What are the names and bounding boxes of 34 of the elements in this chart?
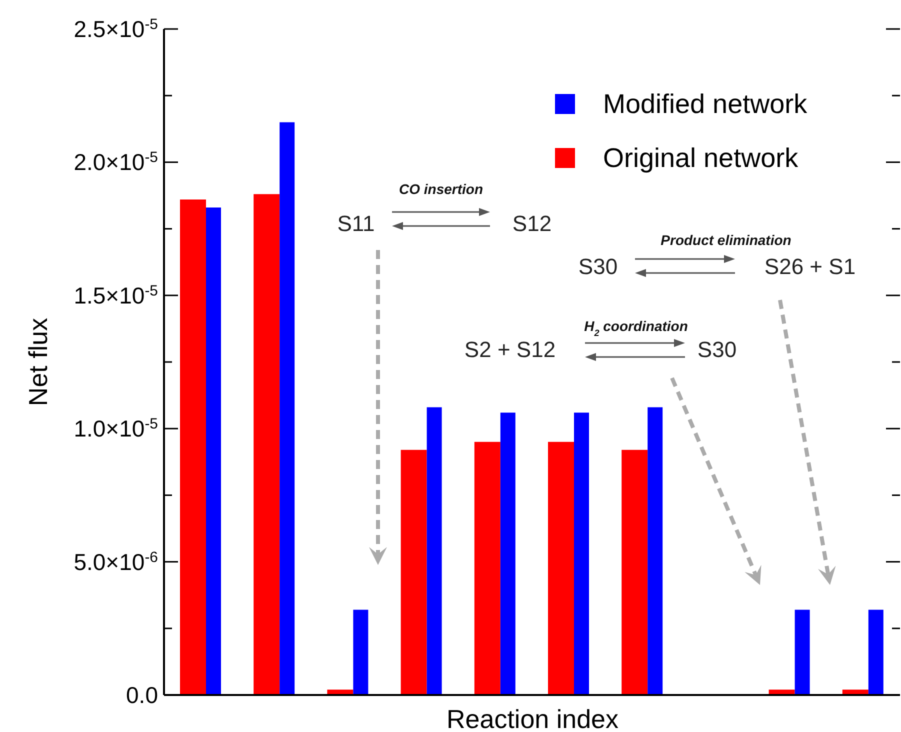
bar [622,450,648,695]
bar [500,412,516,695]
x-axis-title: Reaction index [446,704,618,732]
y-tick-label: 1.5×10$^{-5}$ [74,282,158,308]
annotation: S12 [512,211,552,236]
annotation: S26 + S1 [764,254,856,279]
annotation: S11 [337,211,375,236]
annotation: CO insertion [398,181,484,197]
annotation: S30 [578,254,618,279]
annotation: S2 + S12 [464,337,556,362]
y-tick-label: 1.0×10$^{-5}$ [74,415,158,442]
bar [426,407,442,695]
bar [254,194,280,695]
legend-label: Modified network [603,89,808,119]
annotation: Product elimination [660,232,792,248]
y-tick-label: 2.0×10$^{-5}$ [74,148,158,176]
bar [574,412,589,695]
bar [180,199,206,695]
legend-label: Original network [603,143,799,173]
y-tick-label: 0.0 [126,682,158,708]
bar [794,610,810,695]
y-axis-title: Net flux [23,318,53,406]
bar [648,407,663,695]
y-tick-label: 5.0×10$^{-6}$ [74,548,158,575]
bar [868,610,884,695]
bar [474,442,500,695]
bar [280,122,295,695]
y-tick-label: 2.5×10$^{-5}$ [74,16,158,42]
annotation: S30 [697,337,737,362]
bar [206,207,221,695]
annotation: H$_{2}$ coordination [584,318,688,338]
bar [548,442,574,695]
bar [353,610,368,695]
bar [400,450,427,695]
